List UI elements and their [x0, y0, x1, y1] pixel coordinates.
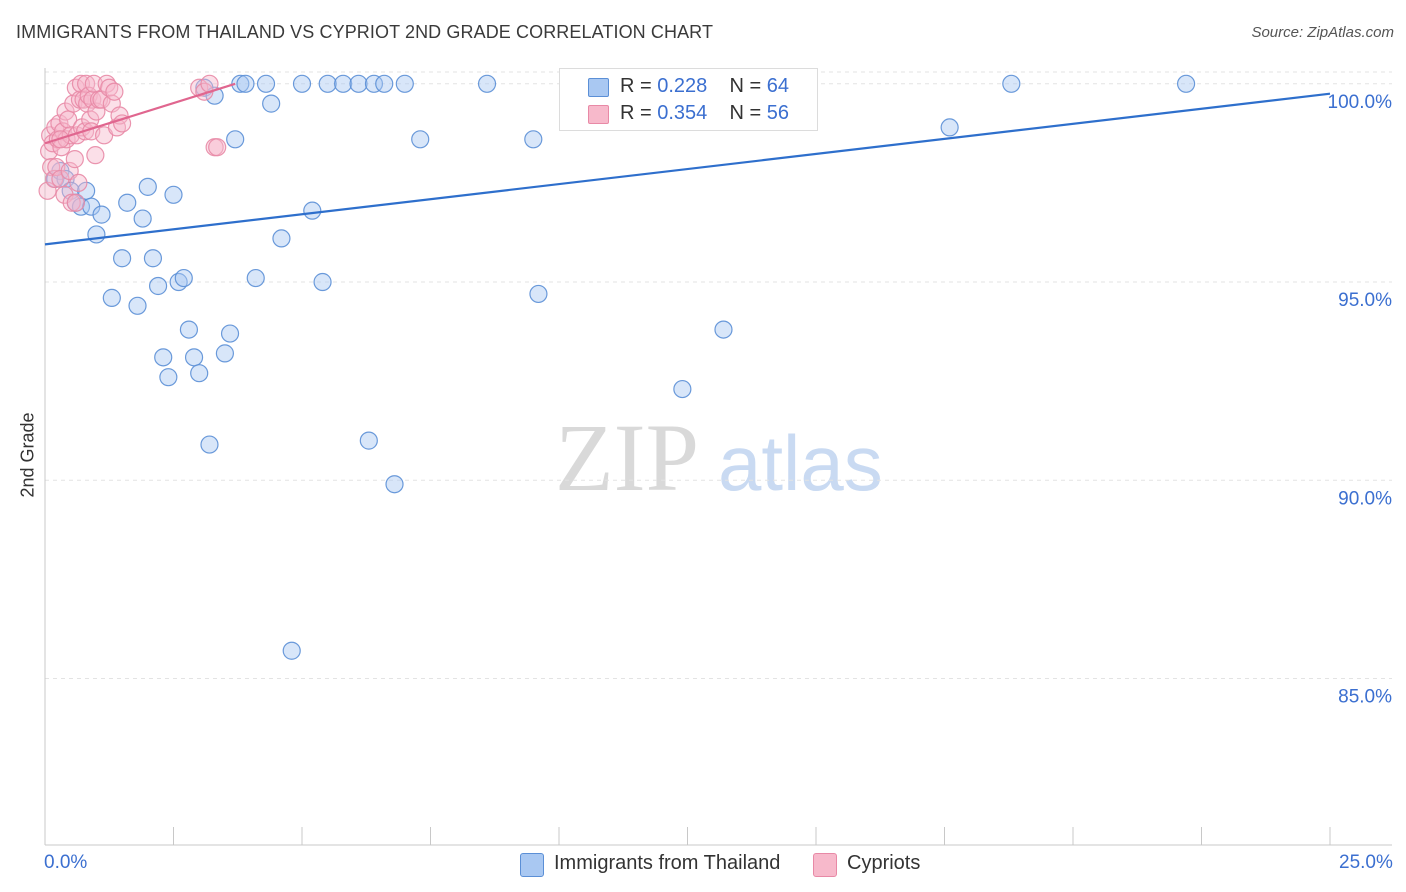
series-cypriots-points: [38, 74, 227, 212]
data-point-cypriots: [77, 74, 96, 93]
series-thailand-points: [46, 74, 1196, 660]
data-point-thailand: [313, 272, 332, 292]
data-point-thailand: [190, 364, 209, 383]
legend-r-label: R =: [620, 75, 658, 97]
data-point-thailand: [143, 249, 163, 268]
y-tick-label: 90.0%: [1338, 488, 1392, 509]
legend-swatch-thailand: [588, 78, 609, 97]
data-point-thailand: [226, 130, 245, 149]
data-point-thailand: [154, 348, 173, 367]
data-point-thailand: [375, 74, 394, 93]
legend-r-value-cypriots: 0.354: [657, 102, 708, 124]
data-point-thailand: [87, 225, 106, 244]
axes: [44, 68, 1392, 846]
gridlines: [45, 71, 1392, 679]
data-point-thailand: [174, 268, 193, 288]
data-point-cypriots: [105, 82, 124, 101]
legend-n-label: N =: [729, 75, 767, 97]
watermark-atlas: atlas: [718, 419, 883, 507]
data-point-thailand: [159, 368, 178, 387]
data-point-thailand: [411, 130, 430, 149]
legend-n-value-cypriots: 56: [766, 102, 790, 124]
data-point-thailand: [292, 74, 312, 93]
chart-title: IMMIGRANTS FROM THAILAND VS CYPRIOT 2ND …: [16, 22, 714, 42]
data-point-thailand: [385, 475, 404, 494]
data-point-thailand: [112, 249, 132, 268]
data-point-thailand: [303, 201, 322, 220]
data-point-thailand: [215, 344, 234, 363]
data-point-cypriots: [65, 150, 84, 169]
bottom-legend-label-cypriots: Cypriots: [847, 852, 921, 874]
data-point-thailand: [262, 94, 281, 113]
y-tick-labels: 85.0% 90.0% 95.0% 100.0%: [1328, 92, 1393, 708]
data-point-cypriots: [208, 138, 227, 157]
data-point-thailand: [524, 130, 543, 149]
data-point-thailand: [256, 74, 276, 93]
legend-n-value-thailand: 64: [766, 75, 790, 97]
data-point-cypriots: [66, 193, 85, 212]
source-credit: Source: ZipAtlas.com: [1251, 24, 1394, 41]
legend-swatch-cypriots: [588, 105, 609, 124]
data-point-cypriots: [62, 193, 81, 212]
data-point-thailand: [349, 74, 368, 93]
bottom-legend-swatch-cypriots: [813, 853, 837, 877]
data-point-thailand: [359, 431, 378, 450]
data-point-thailand: [164, 185, 183, 204]
correlation-legend: R = 0.228 N = 64 R = 0.354 N = 56: [559, 68, 818, 131]
data-point-cypriots: [83, 90, 102, 109]
data-point-thailand: [92, 205, 111, 224]
data-point-thailand: [318, 74, 337, 93]
data-point-thailand: [1002, 74, 1021, 93]
data-point-thailand: [138, 177, 157, 196]
data-point-cypriots: [86, 146, 105, 165]
y-tick-label: 95.0%: [1338, 290, 1392, 311]
data-point-thailand: [364, 74, 384, 93]
data-point-cypriots: [69, 173, 88, 193]
y-axis-label: 2nd Grade: [17, 412, 38, 498]
bottom-legend-swatch-thailand: [520, 853, 544, 877]
data-point-thailand: [179, 320, 199, 339]
data-point-thailand: [200, 435, 219, 454]
trend-line-thailand: [44, 92, 1331, 246]
data-point-thailand: [940, 118, 959, 137]
data-point-thailand: [673, 379, 692, 399]
data-point-thailand: [272, 229, 291, 248]
data-point-thailand: [148, 276, 168, 296]
data-point-thailand: [714, 320, 733, 339]
data-point-thailand: [334, 74, 353, 93]
data-point-cypriots: [112, 114, 132, 133]
watermark-zip: ZIP: [555, 404, 699, 511]
data-point-thailand: [184, 348, 204, 367]
data-point-thailand: [128, 296, 147, 315]
watermark: ZIP atlas: [555, 404, 883, 511]
bottom-legend-label-thailand: Immigrants from Thailand: [554, 852, 781, 874]
data-point-cypriots: [87, 102, 106, 121]
data-point-thailand: [118, 193, 137, 212]
data-point-thailand: [529, 284, 548, 304]
x-axis-max-label: 25.0%: [1339, 852, 1393, 873]
data-point-thailand: [236, 74, 255, 93]
data-point-thailand: [1176, 74, 1196, 93]
x-axis-min-label: 0.0%: [44, 852, 88, 873]
trend-line-cypriots: [44, 82, 236, 145]
data-point-thailand: [102, 288, 121, 307]
y-tick-label: 100.0%: [1328, 92, 1393, 113]
data-point-thailand: [133, 209, 152, 228]
data-point-thailand: [477, 74, 497, 93]
legend-n-label: N =: [729, 102, 767, 124]
data-point-thailand: [282, 641, 301, 660]
data-point-cypriots: [42, 157, 61, 177]
legend-r-value-thailand: 0.228: [657, 75, 708, 97]
y-tick-label: 85.0%: [1338, 686, 1392, 707]
data-point-thailand: [246, 268, 265, 288]
data-point-thailand: [220, 324, 240, 343]
data-point-cypriots: [47, 157, 66, 177]
trend-lines: [44, 82, 1331, 246]
data-point-thailand: [395, 74, 414, 93]
legend-r-label: R =: [620, 102, 658, 124]
